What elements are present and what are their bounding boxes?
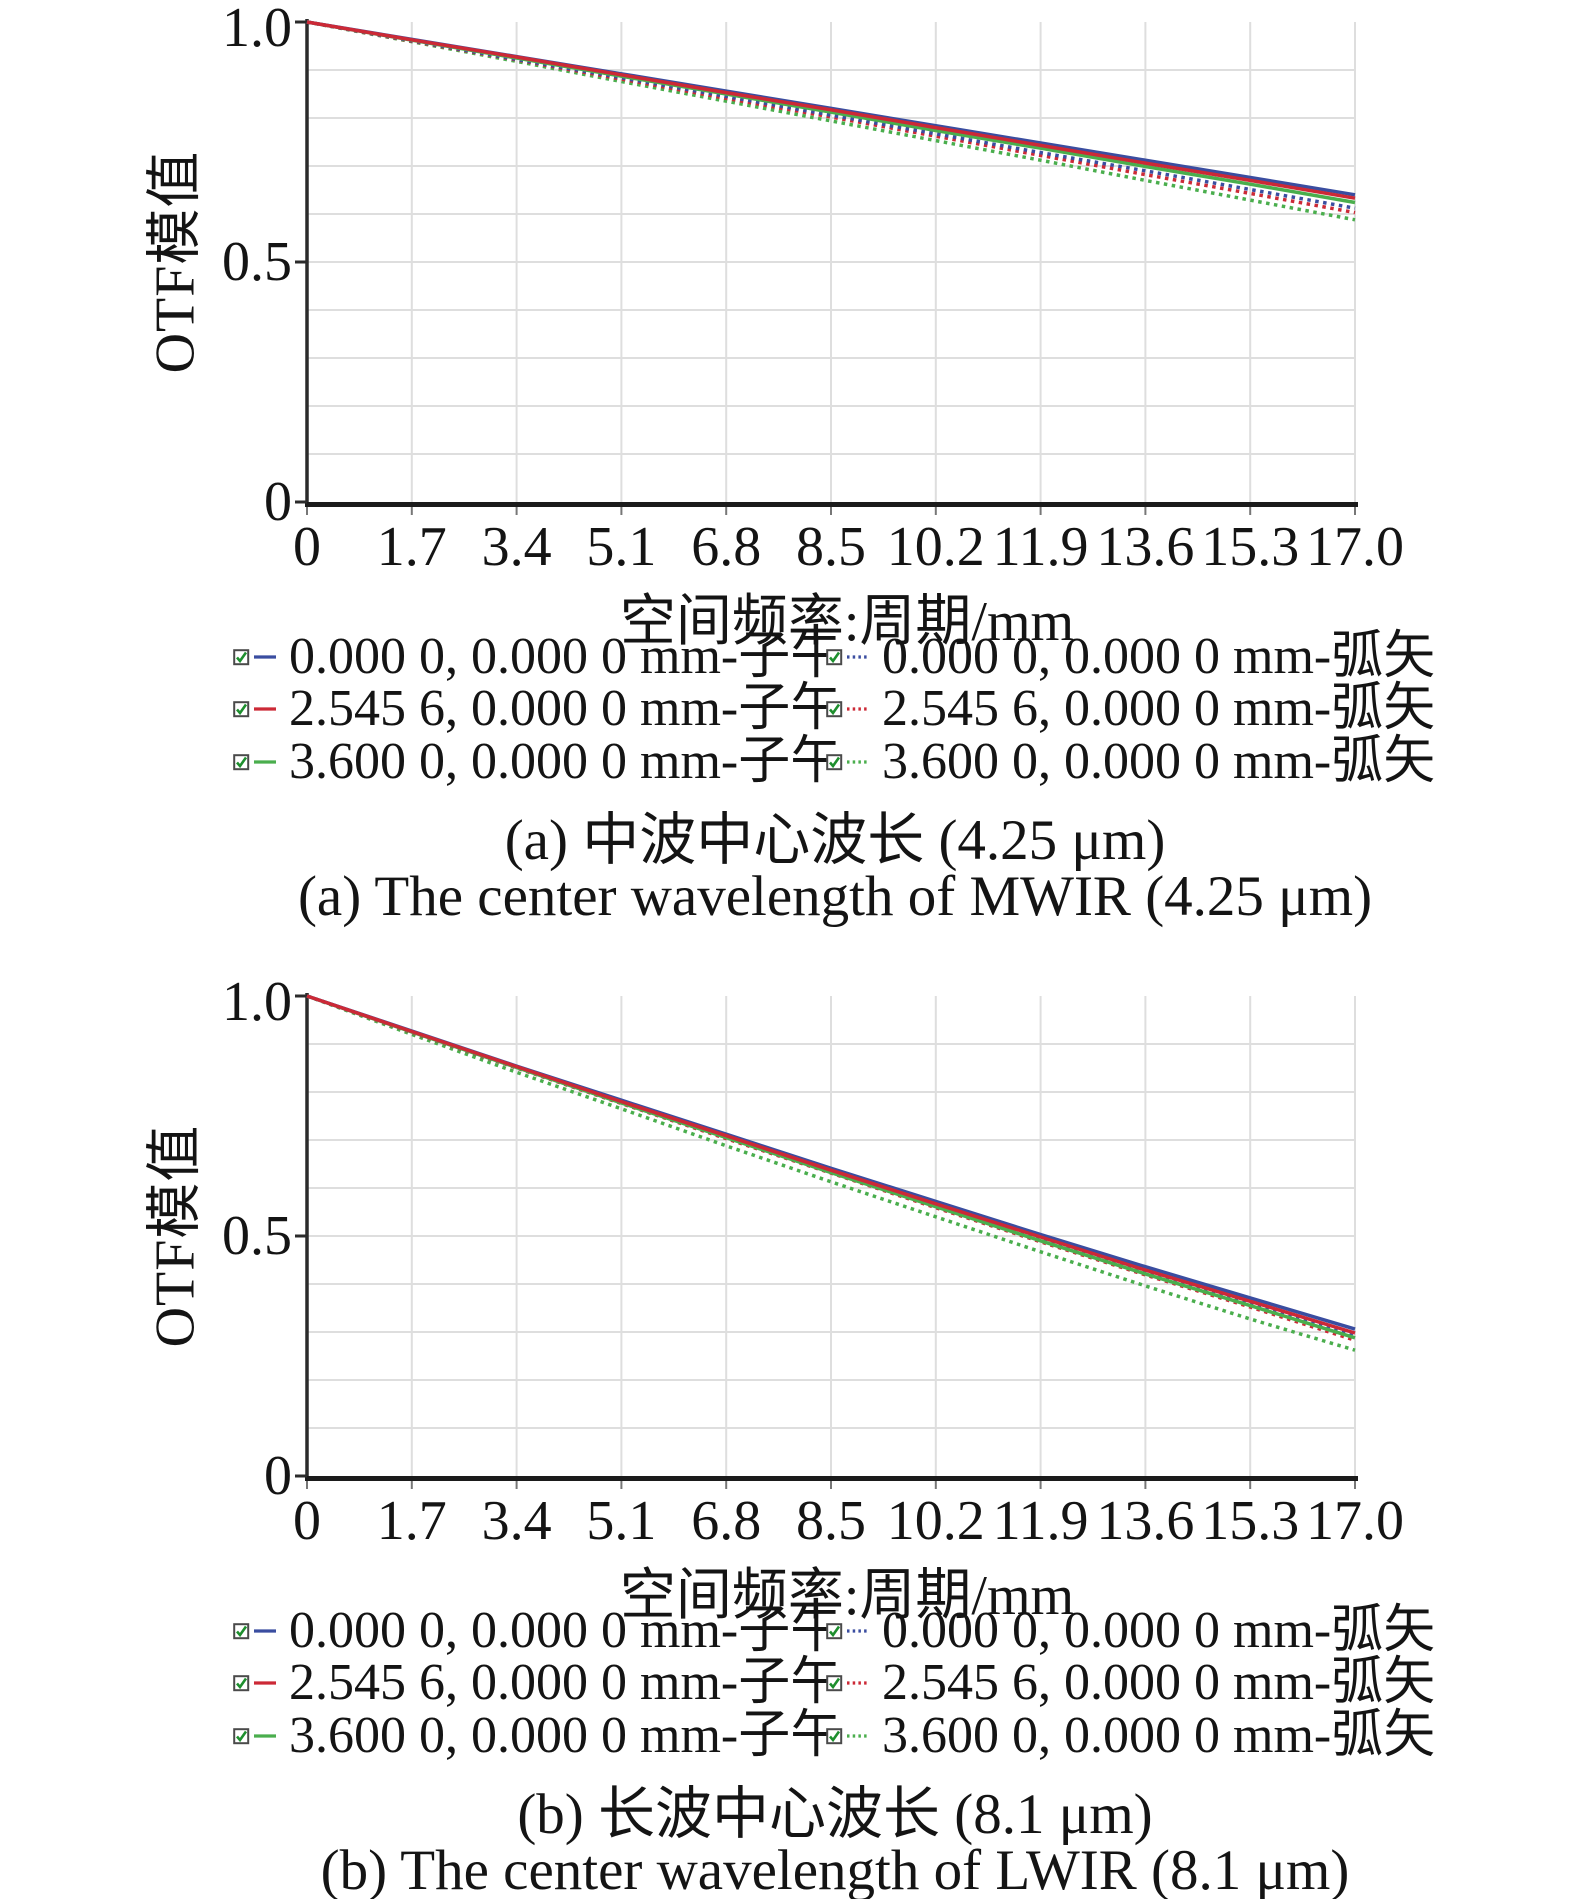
solid-line-sample-icon [254,655,276,659]
x-tick-label: 11.9 [992,1490,1089,1552]
legend-entry: 2.545 6, 0.000 0 mm-弧矢 [826,1655,1435,1711]
x-tick-label: 8.5 [796,516,866,578]
x-tick-label: 3.4 [481,1490,552,1552]
checkbox-icon[interactable] [233,648,250,666]
solid-line-sample-icon [254,707,276,711]
x-tick-label: 1.7 [376,516,447,578]
dotted-line-sample-icon [847,707,869,711]
x-tick-label: 5.1 [586,516,657,578]
chart-mwir: OTF模值 0 0.5 1.0 0 1.7 3.4 5.1 6.8 8.5 10.2 11.9 13… [0,0,1575,928]
checkbox-icon[interactable] [826,1674,843,1692]
legend-label: 0.000 0, 0.000 0 mm-弧矢 [882,1602,1436,1659]
checkbox-icon[interactable] [826,1622,843,1640]
y-tick-label: 1.0 [222,0,292,59]
solid-line-sample-icon [254,1629,276,1633]
legend-label: 3.600 0, 0.000 0 mm-弧矢 [882,733,1436,790]
dotted-line-sample-icon [847,655,869,659]
y-tick-label: 0 [264,471,292,533]
x-axis-title: 空间频率:周期/mm [619,1565,1075,1627]
dotted-line-sample-icon [847,1734,869,1738]
checkbox-icon[interactable] [233,700,250,718]
checkbox-icon[interactable] [826,1727,843,1745]
series-line-solid-red [306,994,1356,1335]
checkbox-icon[interactable] [826,753,843,771]
solid-line-sample-icon [254,760,276,764]
legend-label: 2.545 6, 0.000 0 mm-弧矢 [882,680,1436,737]
legend-label: 3.600 0, 0.000 0 mm-子午 [289,1707,843,1764]
x-tick-label: 3.4 [481,516,552,578]
legend-entry: 0.000 0, 0.000 0 mm-子午 [233,1603,842,1659]
legend-label: 2.545 6, 0.000 0 mm-弧矢 [882,1654,1436,1711]
x-axis-title: 空间频率:周期/mm [619,591,1075,653]
legend-entry: 3.600 0, 0.000 0 mm-子午 [233,1708,842,1764]
solid-line-sample-icon [254,1681,276,1685]
x-tick-label: 5.1 [586,1490,657,1552]
y-tick-label: 1.0 [222,971,292,1033]
legend-label: 0.000 0, 0.000 0 mm-弧矢 [882,628,1436,685]
legend-entry: 0.000 0, 0.000 0 mm-弧矢 [826,629,1435,685]
legend-label: 3.600 0, 0.000 0 mm-弧矢 [882,1707,1436,1764]
legend-label: 0.000 0, 0.000 0 mm-子午 [289,628,843,685]
x-tick-label: 13.6 [1096,516,1195,578]
x-tick-label: 11.9 [992,516,1089,578]
y-tick-label: 0 [264,1445,292,1507]
checkbox-icon[interactable] [233,1674,250,1692]
chart-lwir: OTF模值 0 0.5 1.0 0 1.7 3.4 5.1 6.8 8.5 10.2 11.9 13… [0,974,1575,1899]
caption-chinese: (a) 中波中心波长 (4.25 μm) [504,809,1166,872]
legend-entry: 0.000 0, 0.000 0 mm-子午 [233,629,842,685]
legend-label: 3.600 0, 0.000 0 mm-子午 [289,733,843,790]
checkbox-icon[interactable] [826,648,843,666]
x-tick-label: 10.2 [886,1490,985,1552]
dotted-line-sample-icon [847,760,869,764]
legend-entry: 2.545 6, 0.000 0 mm-子午 [233,681,842,737]
legend-entry: 2.545 6, 0.000 0 mm-子午 [233,1655,842,1711]
x-tick-label: 15.3 [1201,516,1300,578]
y-tick-label: 0.5 [222,231,292,293]
series-line-solid-red [306,20,1356,200]
x-tick-label: 6.8 [691,516,762,578]
x-tick-label: 0 [293,516,321,578]
x-tick-label: 15.3 [1201,1490,1300,1552]
legend-label: 2.545 6, 0.000 0 mm-子午 [289,680,843,737]
series-line-dotted-green [306,994,1356,1352]
legend-label: 2.545 6, 0.000 0 mm-子午 [289,1654,843,1711]
checkbox-icon[interactable] [233,753,250,771]
checkbox-icon[interactable] [233,1727,250,1745]
x-tick-label: 13.6 [1096,1490,1195,1552]
x-tick-label: 17.0 [1306,516,1404,578]
x-tick-label: 6.8 [691,1490,762,1552]
dotted-line-sample-icon [847,1629,869,1633]
y-tick-label: 0.5 [222,1205,292,1267]
legend-label: 0.000 0, 0.000 0 mm-子午 [289,1602,843,1659]
dotted-line-sample-icon [847,1681,869,1685]
legend-entry: 0.000 0, 0.000 0 mm-弧矢 [826,1603,1435,1659]
checkbox-icon[interactable] [233,1622,250,1640]
checkbox-icon[interactable] [826,700,843,718]
mwir-plot-area [295,19,1358,515]
solid-line-sample-icon [254,1734,276,1738]
x-tick-label: 17.0 [1306,1490,1404,1552]
legend-entry: 2.545 6, 0.000 0 mm-弧矢 [826,681,1435,737]
lwir-plot-area [295,993,1358,1489]
legend-entry: 3.600 0, 0.000 0 mm-弧矢 [826,1708,1435,1764]
legend-entry: 3.600 0, 0.000 0 mm-弧矢 [826,734,1435,790]
x-tick-label: 0 [293,1490,321,1552]
x-tick-label: 10.2 [886,516,985,578]
caption-english: (a) The center wavelength of MWIR (4.25 … [297,865,1373,928]
x-tick-label: 1.7 [376,1490,447,1552]
caption-chinese: (b) 长波中心波长 (8.1 μm) [517,1783,1153,1846]
caption-english: (b) The center wavelength of LWIR (8.1 μ… [320,1839,1350,1899]
legend-entry: 3.600 0, 0.000 0 mm-子午 [233,734,842,790]
x-tick-label: 8.5 [796,1490,866,1552]
